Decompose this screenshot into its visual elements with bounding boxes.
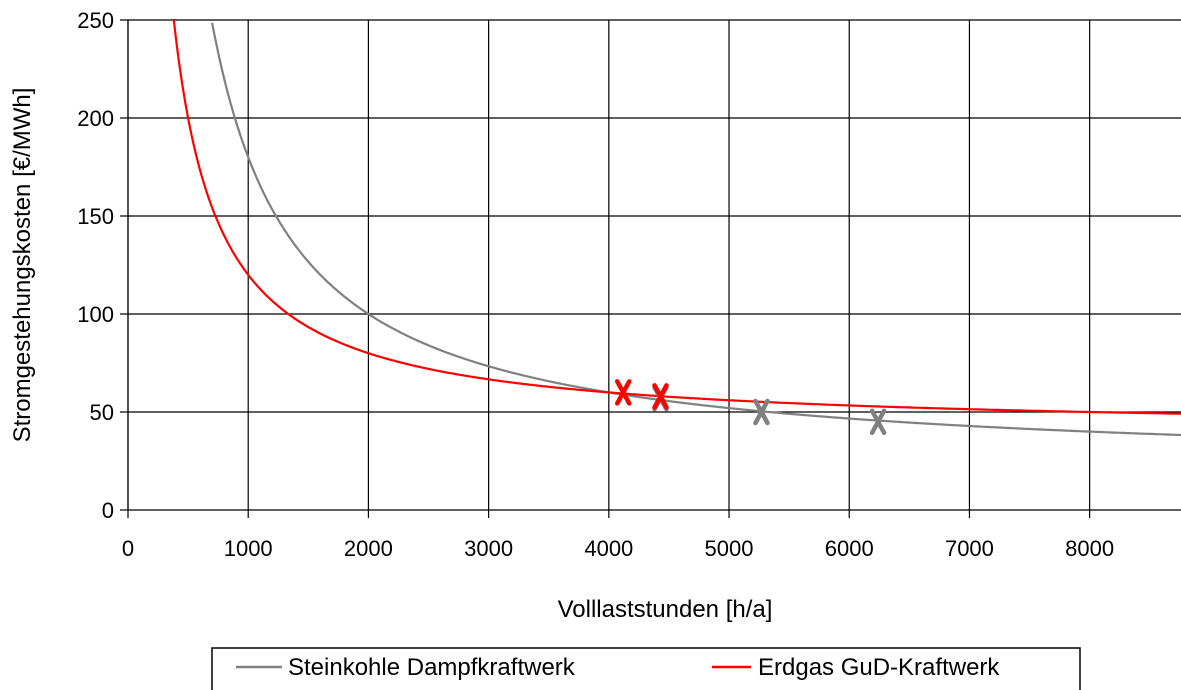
marker-x-0	[869, 408, 887, 436]
legend-box	[211, 647, 1081, 690]
x-tick-label: 8000	[1065, 536, 1114, 561]
legend-label-erdgas: Erdgas GuD-Kraftwerk	[758, 654, 1000, 681]
marker-x-1	[652, 383, 669, 410]
y-tick-label: 50	[90, 400, 114, 425]
curves	[172, 18, 1181, 437]
series-line-0	[211, 22, 1181, 437]
y-tick-label: 150	[77, 204, 114, 229]
x-tick-label: 1000	[224, 536, 273, 561]
x-tick-label: 2000	[344, 536, 393, 561]
x-axis-title: Volllaststunden [h/a]	[558, 596, 773, 623]
y-tick-label: 250	[77, 8, 114, 33]
y-tick-label: 200	[77, 106, 114, 131]
x-tick-label: 7000	[945, 536, 994, 561]
tick-labels: 0 50 100 150 200 250 0 1000 2000 3000 4000 5000 6000…	[77, 8, 1114, 561]
legend: Steinkohle Dampfkraftwerk Erdgas GuD-Kra…	[211, 647, 1081, 690]
x-tick-label: 5000	[705, 536, 754, 561]
x-tick-label: 6000	[825, 536, 874, 561]
y-axis-title: Stromgestehungskosten [€/MWh]	[9, 88, 36, 443]
series-line-1	[172, 18, 1181, 415]
x-tick-label: 4000	[584, 536, 633, 561]
legend-label-steinkohle: Steinkohle Dampfkraftwerk	[288, 654, 576, 681]
grid	[120, 19, 1181, 518]
x-tick-label: 3000	[464, 536, 513, 561]
marker-x-0	[753, 398, 770, 426]
y-tick-label: 100	[77, 302, 114, 327]
y-tick-label: 0	[102, 498, 114, 523]
marker-x-1	[614, 379, 632, 406]
x-tick-label: 0	[122, 536, 134, 561]
markers	[614, 379, 887, 436]
